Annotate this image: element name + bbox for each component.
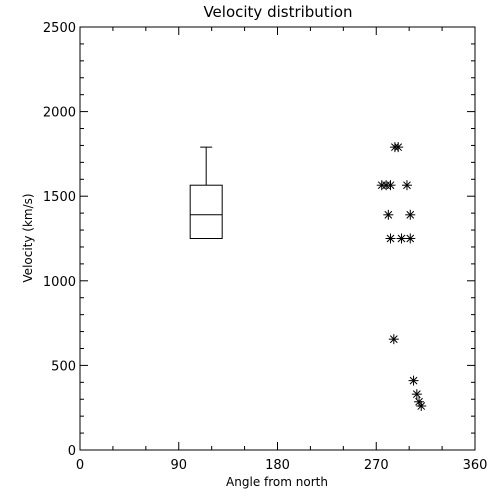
- y-tick-label: 2000: [43, 106, 76, 121]
- scatter-point: [408, 375, 419, 386]
- scatter-point: [405, 209, 416, 220]
- scatter-point: [388, 334, 399, 345]
- x-tick-label: 270: [364, 458, 389, 473]
- x-tick-label: 180: [265, 458, 290, 473]
- y-tick-label: 1000: [43, 275, 76, 290]
- scatter-point: [383, 209, 394, 220]
- scatter-point: [393, 142, 404, 153]
- y-tick-label: 0: [68, 444, 76, 459]
- scatter-point: [385, 180, 396, 191]
- y-axis: 0 500 1000 1500 2000 2500: [43, 21, 475, 459]
- scatter-point: [416, 401, 427, 412]
- scatter-point: [405, 233, 416, 244]
- scatter-points: [376, 142, 427, 412]
- y-tick-label: 1500: [43, 190, 76, 205]
- x-axis: 0 90 180 270 360: [76, 27, 488, 473]
- y-tick-label: 2500: [43, 21, 76, 36]
- box-iqr: [189, 184, 223, 239]
- chart-title: Velocity distribution: [203, 3, 352, 21]
- plot-frame: [79, 26, 476, 451]
- x-tick-label: 90: [170, 458, 187, 473]
- y-tick-label: 500: [51, 359, 76, 374]
- x-tick-label: 360: [463, 458, 488, 473]
- scatter-point: [401, 180, 412, 191]
- scatter-point: [411, 389, 422, 400]
- x-axis-label: Angle from north: [226, 475, 328, 489]
- y-axis-label: Velocity (km/s): [21, 193, 35, 282]
- boxplot: [189, 146, 223, 239]
- scatter-point: [396, 233, 407, 244]
- scatter-point: [385, 233, 396, 244]
- x-tick-label: 0: [76, 458, 84, 473]
